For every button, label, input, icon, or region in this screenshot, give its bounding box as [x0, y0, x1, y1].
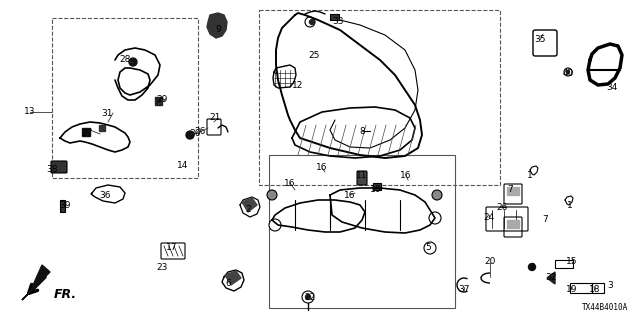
Text: 38: 38 [46, 165, 58, 174]
Circle shape [429, 212, 441, 224]
Bar [373, 183, 381, 190]
FancyBboxPatch shape [51, 161, 67, 173]
Polygon shape [507, 220, 519, 228]
Text: 14: 14 [177, 161, 189, 170]
Text: 37: 37 [458, 285, 470, 294]
Text: 32: 32 [545, 273, 557, 282]
Polygon shape [22, 265, 50, 300]
Text: 16: 16 [284, 179, 296, 188]
Circle shape [186, 131, 194, 139]
Bar [269, 155, 455, 308]
Text: 16: 16 [316, 164, 328, 172]
Bar [555, 260, 573, 268]
Circle shape [269, 219, 281, 231]
Bar [52, 18, 198, 178]
Text: 28: 28 [119, 55, 131, 65]
Text: 35: 35 [534, 36, 546, 44]
Bar [99, 125, 105, 131]
Circle shape [310, 20, 314, 25]
Text: 29: 29 [156, 95, 168, 105]
Polygon shape [242, 198, 257, 212]
Text: 33: 33 [332, 18, 344, 27]
Polygon shape [547, 272, 555, 284]
Text: 13: 13 [24, 108, 36, 116]
Text: TX44B4010A: TX44B4010A [582, 303, 628, 312]
Circle shape [267, 190, 277, 200]
Text: 15: 15 [566, 258, 578, 267]
Text: 6: 6 [225, 278, 231, 287]
Bar [155, 97, 162, 105]
Circle shape [302, 291, 314, 303]
Text: 34: 34 [606, 84, 618, 92]
Circle shape [566, 70, 570, 74]
Polygon shape [225, 271, 241, 285]
Text: 12: 12 [292, 81, 304, 90]
Text: 18: 18 [589, 285, 601, 294]
Bar [259, 10, 500, 185]
Text: 7: 7 [542, 215, 548, 225]
Text: 3: 3 [607, 281, 613, 290]
Polygon shape [507, 187, 519, 195]
Text: 21: 21 [209, 114, 221, 123]
Text: 36: 36 [99, 190, 111, 199]
Text: 2: 2 [245, 205, 251, 214]
Text: 31: 31 [101, 108, 113, 117]
Text: 16: 16 [400, 171, 412, 180]
Text: 20: 20 [484, 258, 496, 267]
Text: 25: 25 [308, 52, 320, 60]
Text: 9: 9 [215, 26, 221, 35]
FancyBboxPatch shape [357, 171, 367, 185]
Text: 40: 40 [563, 68, 573, 77]
Polygon shape [207, 13, 227, 38]
Text: FR.: FR. [54, 287, 77, 300]
Text: 30: 30 [189, 129, 201, 138]
Text: 7: 7 [507, 186, 513, 195]
Circle shape [305, 294, 310, 300]
Text: 24: 24 [483, 213, 495, 222]
Text: 11: 11 [356, 171, 368, 180]
Text: 27: 27 [81, 130, 93, 139]
Text: 23: 23 [156, 262, 168, 271]
Circle shape [564, 68, 572, 76]
Text: 22: 22 [305, 293, 316, 302]
Circle shape [424, 242, 436, 254]
Text: 26: 26 [496, 203, 508, 212]
Text: 8: 8 [359, 126, 365, 135]
Circle shape [129, 58, 137, 66]
Text: 5: 5 [425, 243, 431, 252]
Text: 39: 39 [60, 201, 71, 210]
Text: 10: 10 [371, 186, 381, 195]
Text: 1: 1 [527, 171, 533, 180]
Text: 4: 4 [529, 262, 535, 271]
Bar [82, 128, 90, 136]
Bar [592, 283, 604, 293]
Circle shape [529, 263, 536, 270]
Text: 16: 16 [344, 190, 356, 199]
Text: 1: 1 [567, 201, 573, 210]
Bar [60, 200, 65, 212]
Text: 17: 17 [166, 244, 178, 252]
Bar [570, 283, 592, 293]
Text: 26: 26 [195, 127, 205, 137]
Bar [330, 14, 339, 20]
Circle shape [432, 190, 442, 200]
Text: 19: 19 [566, 285, 578, 294]
